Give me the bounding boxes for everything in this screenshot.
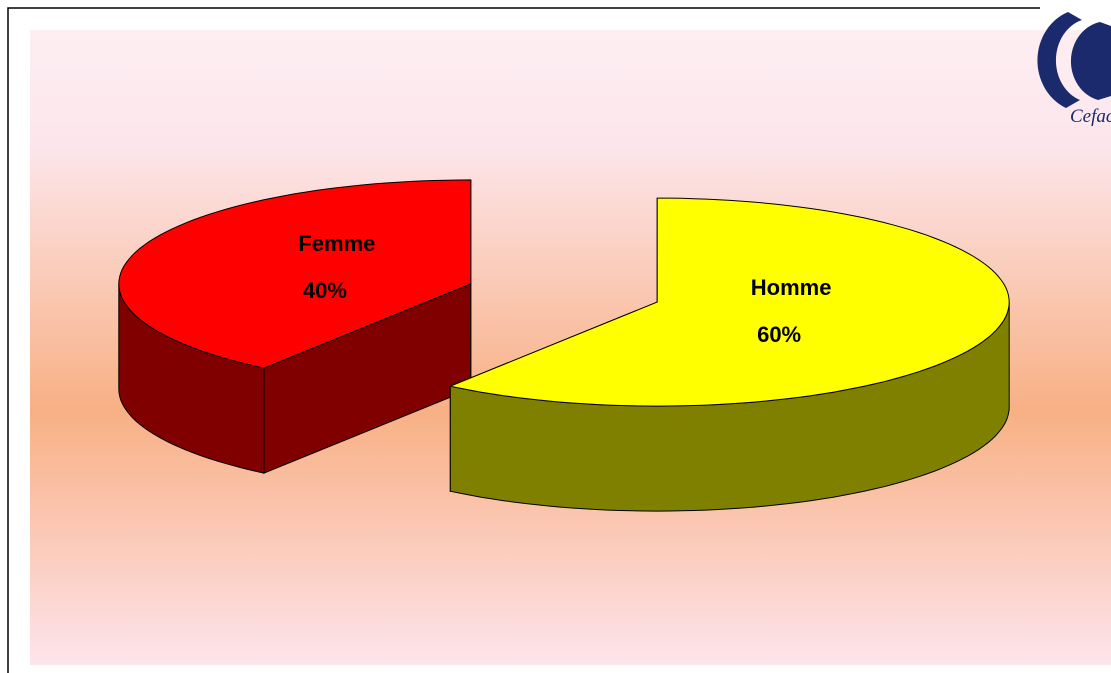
slice-label: Femme (298, 231, 375, 256)
logo-arc (1070, 22, 1111, 100)
slice: Homme 60% (448, 197, 1010, 512)
logo-text: Cefac (1070, 106, 1111, 127)
pie: Femme 40% Homme 60% (118, 179, 1010, 512)
logo-arc (1037, 12, 1082, 108)
frame (7, 7, 1040, 673)
slice-value-label: 40% (303, 278, 347, 303)
slice-label: Homme (751, 275, 832, 300)
logo: Cefac (1037, 12, 1111, 127)
slice: Femme 40% (118, 179, 472, 474)
slice-top (118, 179, 472, 369)
slice-value-label: 60% (757, 322, 801, 347)
slice-top (448, 197, 1010, 407)
